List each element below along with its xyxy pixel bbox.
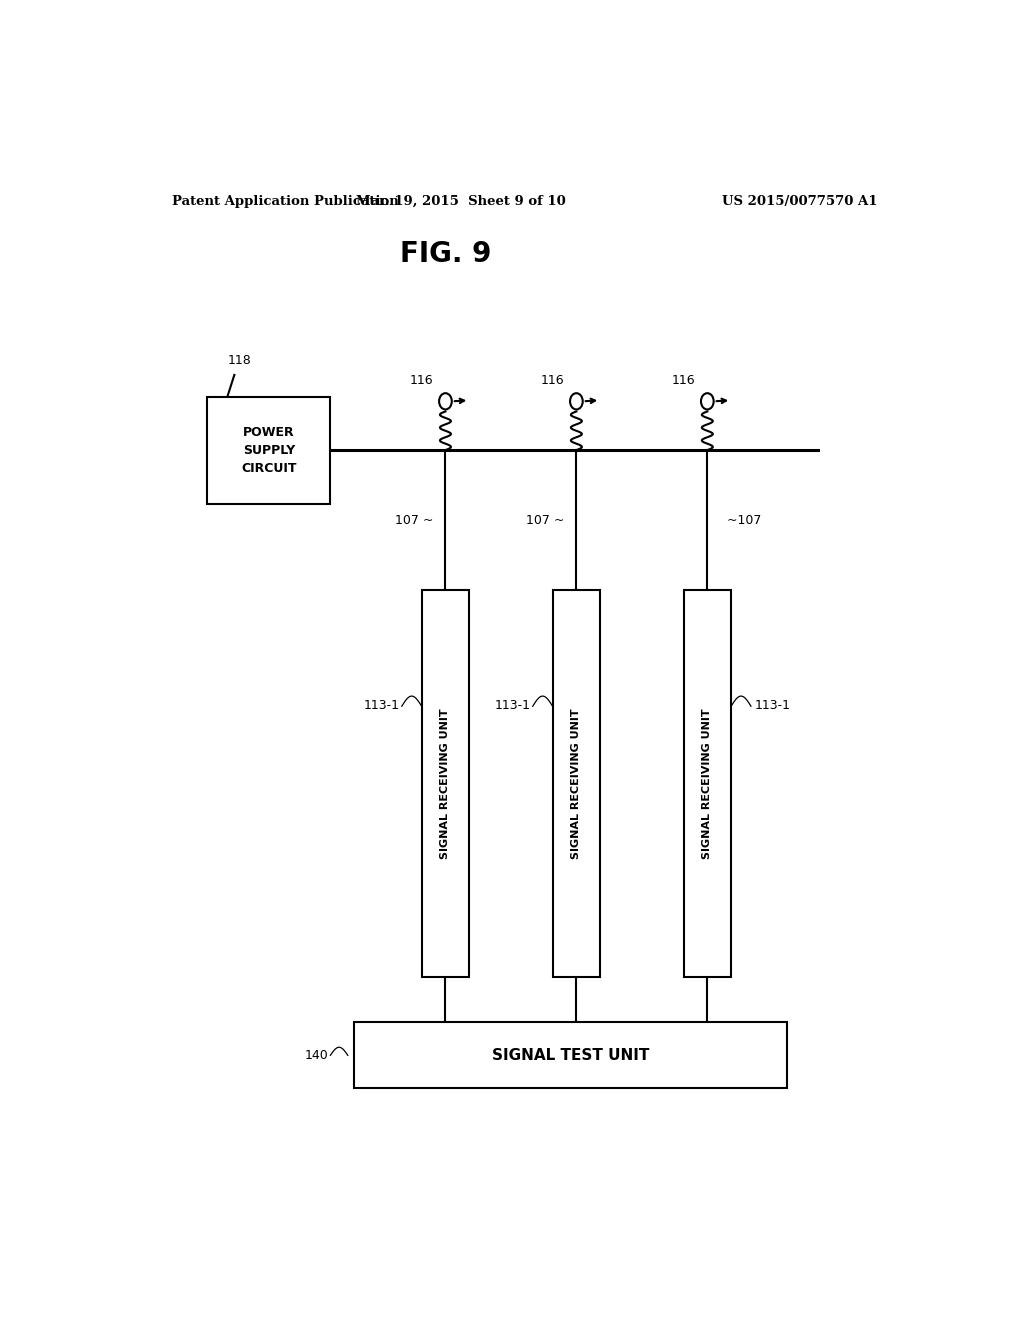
Bar <box>207 397 331 504</box>
Text: FIG. 9: FIG. 9 <box>399 240 492 268</box>
Circle shape <box>570 393 583 409</box>
Text: 107 ~: 107 ~ <box>526 513 564 527</box>
Text: 113-1: 113-1 <box>495 698 530 711</box>
Text: Patent Application Publication: Patent Application Publication <box>172 195 398 209</box>
Text: SIGNAL RECEIVING UNIT: SIGNAL RECEIVING UNIT <box>702 708 713 859</box>
Text: 107 ~: 107 ~ <box>395 513 433 527</box>
Text: 116: 116 <box>541 374 564 387</box>
Text: 113-1: 113-1 <box>364 698 399 711</box>
Text: Mar. 19, 2015  Sheet 9 of 10: Mar. 19, 2015 Sheet 9 of 10 <box>356 195 566 209</box>
Text: SIGNAL RECEIVING UNIT: SIGNAL RECEIVING UNIT <box>571 708 582 859</box>
Bar <box>354 1022 786 1089</box>
Circle shape <box>701 393 714 409</box>
Text: SIGNAL RECEIVING UNIT: SIGNAL RECEIVING UNIT <box>440 708 451 859</box>
Text: POWER
SUPPLY
CIRCUIT: POWER SUPPLY CIRCUIT <box>241 426 297 475</box>
Text: ~107: ~107 <box>719 513 762 527</box>
Text: 116: 116 <box>672 374 695 387</box>
Text: US 2015/0077570 A1: US 2015/0077570 A1 <box>723 195 878 209</box>
Text: 140: 140 <box>304 1049 328 1061</box>
Text: 116: 116 <box>410 374 433 387</box>
Text: SIGNAL TEST UNIT: SIGNAL TEST UNIT <box>492 1048 649 1063</box>
Bar <box>422 590 469 977</box>
Text: 118: 118 <box>228 354 252 367</box>
Bar <box>553 590 600 977</box>
Text: 113-1: 113-1 <box>755 698 791 711</box>
Circle shape <box>439 393 452 409</box>
Bar <box>684 590 731 977</box>
